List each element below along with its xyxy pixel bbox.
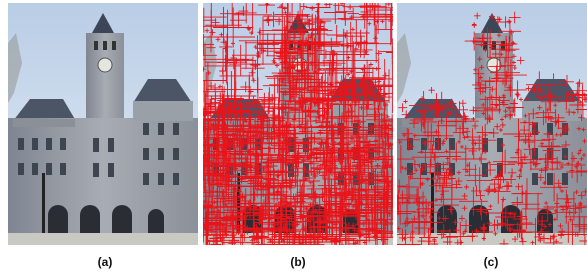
panel-c xyxy=(386,3,587,260)
photo xyxy=(8,3,198,245)
caption: (a) xyxy=(98,255,113,269)
figure: (a) (b) (c) xyxy=(0,0,587,274)
caption: (b) xyxy=(290,255,305,269)
page: (a) (b) (c) (() => { const data = JSON.p… xyxy=(0,0,587,274)
panel-a xyxy=(8,3,198,245)
panel-b xyxy=(176,0,419,270)
caption: (c) xyxy=(484,255,499,269)
